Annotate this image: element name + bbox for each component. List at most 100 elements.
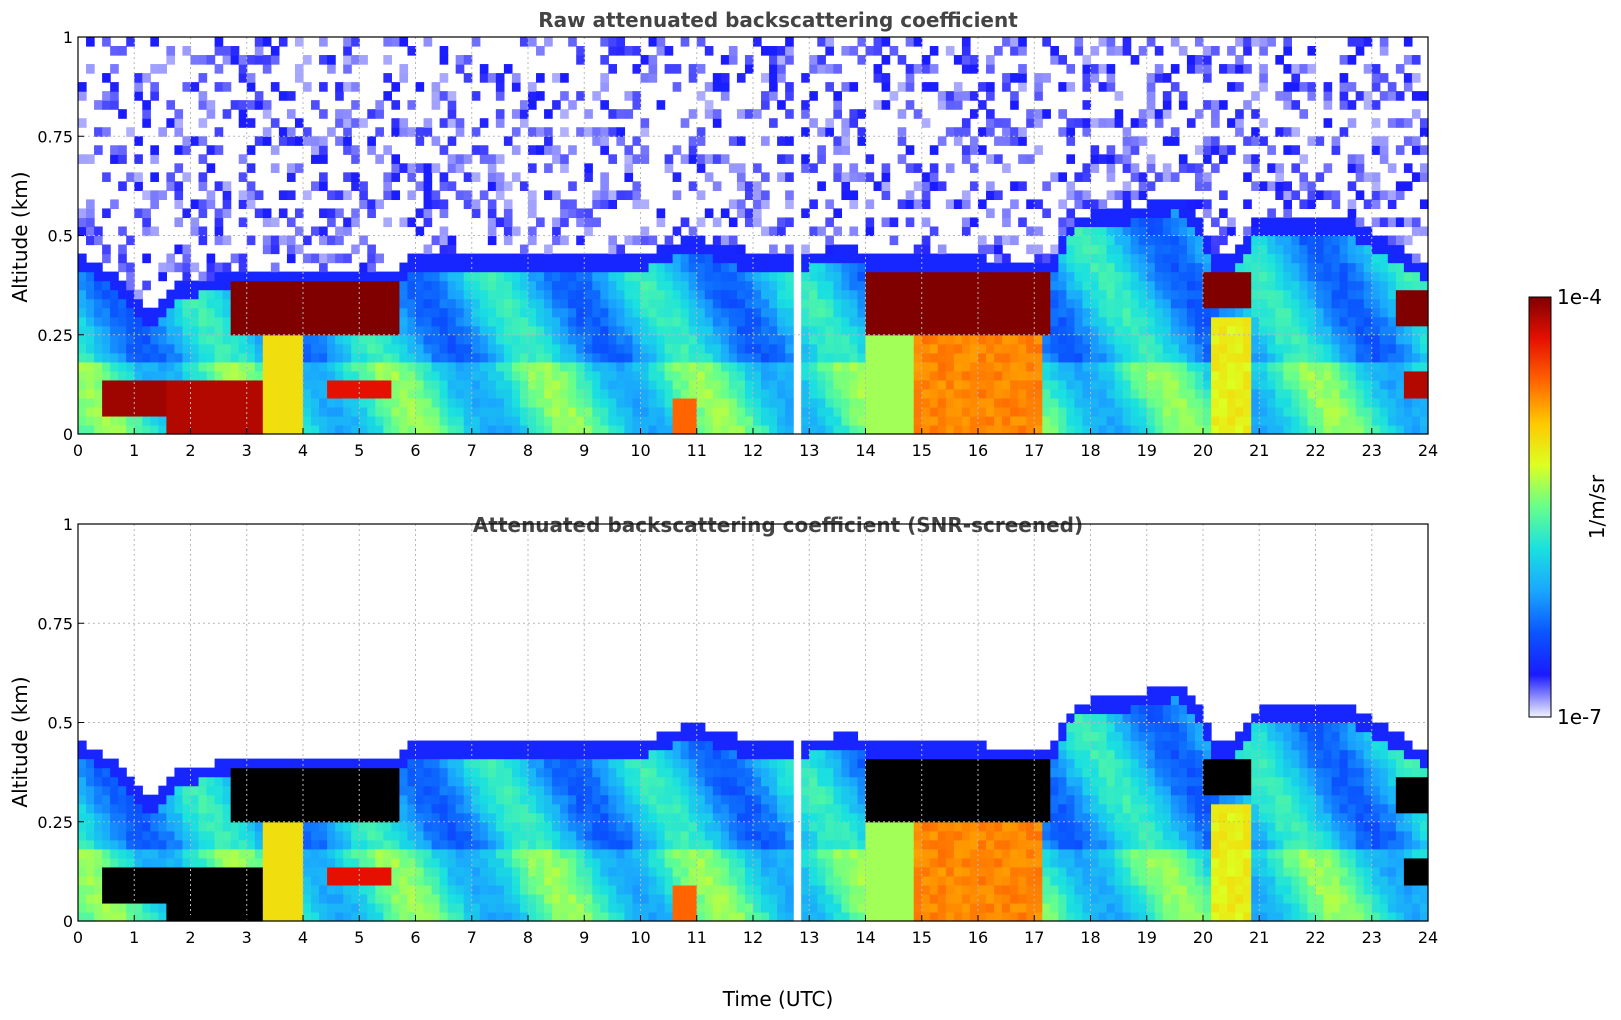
- heatmap-cell: [78, 388, 87, 399]
- heatmap-cell: [648, 55, 658, 65]
- heatmap-cell: [961, 406, 971, 417]
- x-tick-label: 21: [1249, 441, 1269, 460]
- heatmap-cell: [391, 361, 401, 372]
- heatmap-cell: [383, 406, 392, 417]
- heatmap-cell: [78, 379, 87, 390]
- heatmap-cell: [632, 424, 642, 435]
- heatmap-cell: [1243, 370, 1252, 381]
- heatmap-cell: [1403, 424, 1413, 435]
- heatmap-cell: [1154, 46, 1164, 56]
- heatmap-cell: [986, 424, 995, 435]
- heatmap-cell: [1387, 325, 1397, 336]
- heatmap-cell: [712, 406, 722, 417]
- heatmap-cell: [889, 217, 899, 228]
- heatmap-cell: [841, 298, 851, 309]
- heatmap-cell: [1371, 235, 1381, 246]
- heatmap-cell: [495, 370, 505, 381]
- heatmap-cell: [1058, 397, 1067, 408]
- heatmap-cell: [495, 73, 505, 83]
- heatmap-cell: [1419, 298, 1429, 309]
- heatmap-cell: [206, 163, 216, 173]
- heatmap-cell: [921, 262, 931, 273]
- heatmap-cell: [455, 298, 465, 309]
- heatmap-cell: [1355, 298, 1365, 309]
- heatmap-cell: [728, 298, 738, 309]
- heatmap-cell: [1010, 325, 1019, 336]
- heatmap-cell: [833, 370, 842, 381]
- heatmap-cell: [1002, 253, 1011, 264]
- heatmap-cell: [857, 370, 867, 381]
- heatmap-cell: [254, 289, 264, 300]
- heatmap-cell: [1162, 415, 1172, 426]
- heatmap-cell: [102, 325, 111, 336]
- heatmap-cell: [528, 298, 537, 309]
- heatmap-cell: [688, 253, 698, 264]
- heatmap-cell: [134, 388, 143, 399]
- heatmap-cell: [817, 262, 826, 273]
- heatmap-cell: [616, 352, 626, 363]
- heatmap-cell: [953, 289, 963, 300]
- heatmap-cell: [1403, 235, 1413, 246]
- heatmap-cell: [319, 424, 328, 435]
- heatmap-cell: [158, 271, 167, 282]
- heatmap-cell: [1315, 388, 1325, 399]
- heatmap-cell: [503, 298, 513, 309]
- heatmap-cell: [688, 109, 698, 119]
- heatmap-cell: [560, 343, 569, 354]
- heatmap-cell: [262, 370, 272, 381]
- heatmap-cell: [1186, 388, 1196, 399]
- heatmap-cell: [94, 911, 103, 922]
- heatmap-cell: [294, 307, 304, 318]
- heatmap-cell: [198, 154, 208, 164]
- heatmap-cell: [214, 37, 224, 47]
- heatmap-cell: [1162, 235, 1172, 246]
- heatmap-cell: [286, 415, 296, 426]
- heatmap-cell: [375, 406, 384, 417]
- heatmap-cell: [1146, 271, 1156, 282]
- heatmap-cell: [214, 127, 224, 137]
- heatmap-cell: [1026, 109, 1035, 119]
- heatmap-cell: [1363, 361, 1373, 372]
- heatmap-cell: [873, 379, 883, 390]
- heatmap-cell: [873, 388, 883, 399]
- heatmap-cell: [1275, 397, 1284, 408]
- heatmap-cell: [359, 118, 368, 128]
- heatmap-cell: [399, 307, 409, 318]
- heatmap-cell: [230, 388, 240, 399]
- heatmap-cell: [102, 776, 111, 787]
- heatmap-cell: [1363, 415, 1373, 426]
- heatmap-cell: [1074, 253, 1084, 264]
- heatmap-cell: [769, 55, 778, 65]
- heatmap-cell: [1162, 208, 1172, 219]
- heatmap-cell: [118, 244, 127, 255]
- heatmap-cell: [142, 109, 151, 119]
- heatmap-cell: [552, 289, 561, 300]
- heatmap-cell: [616, 136, 626, 146]
- heatmap-cell: [142, 415, 151, 426]
- heatmap-cell: [78, 785, 87, 796]
- heatmap-cell: [953, 352, 963, 363]
- heatmap-cell: [696, 415, 706, 426]
- heatmap-cell: [672, 370, 682, 381]
- heatmap-cell: [857, 379, 867, 390]
- heatmap-cell: [744, 289, 754, 300]
- heatmap-cell: [118, 388, 127, 399]
- heatmap-cell: [1154, 118, 1164, 128]
- heatmap-cell: [921, 190, 931, 201]
- heatmap-cell: [1042, 370, 1051, 381]
- heatmap-cell: [319, 154, 328, 164]
- heatmap-cell: [174, 181, 184, 191]
- heatmap-cell: [102, 911, 111, 922]
- heatmap-cell: [463, 172, 473, 182]
- heatmap-cell: [1243, 226, 1252, 237]
- heatmap-cell: [552, 352, 561, 363]
- heatmap-cell: [335, 226, 344, 237]
- heatmap-cell: [536, 262, 545, 273]
- heatmap-cell: [214, 82, 224, 92]
- heatmap-cell: [375, 415, 384, 426]
- heatmap-cell: [929, 388, 939, 399]
- heatmap-cell: [536, 325, 545, 336]
- heatmap-cell: [576, 406, 585, 417]
- heatmap-cell: [1010, 280, 1019, 291]
- heatmap-cell: [1098, 199, 1108, 210]
